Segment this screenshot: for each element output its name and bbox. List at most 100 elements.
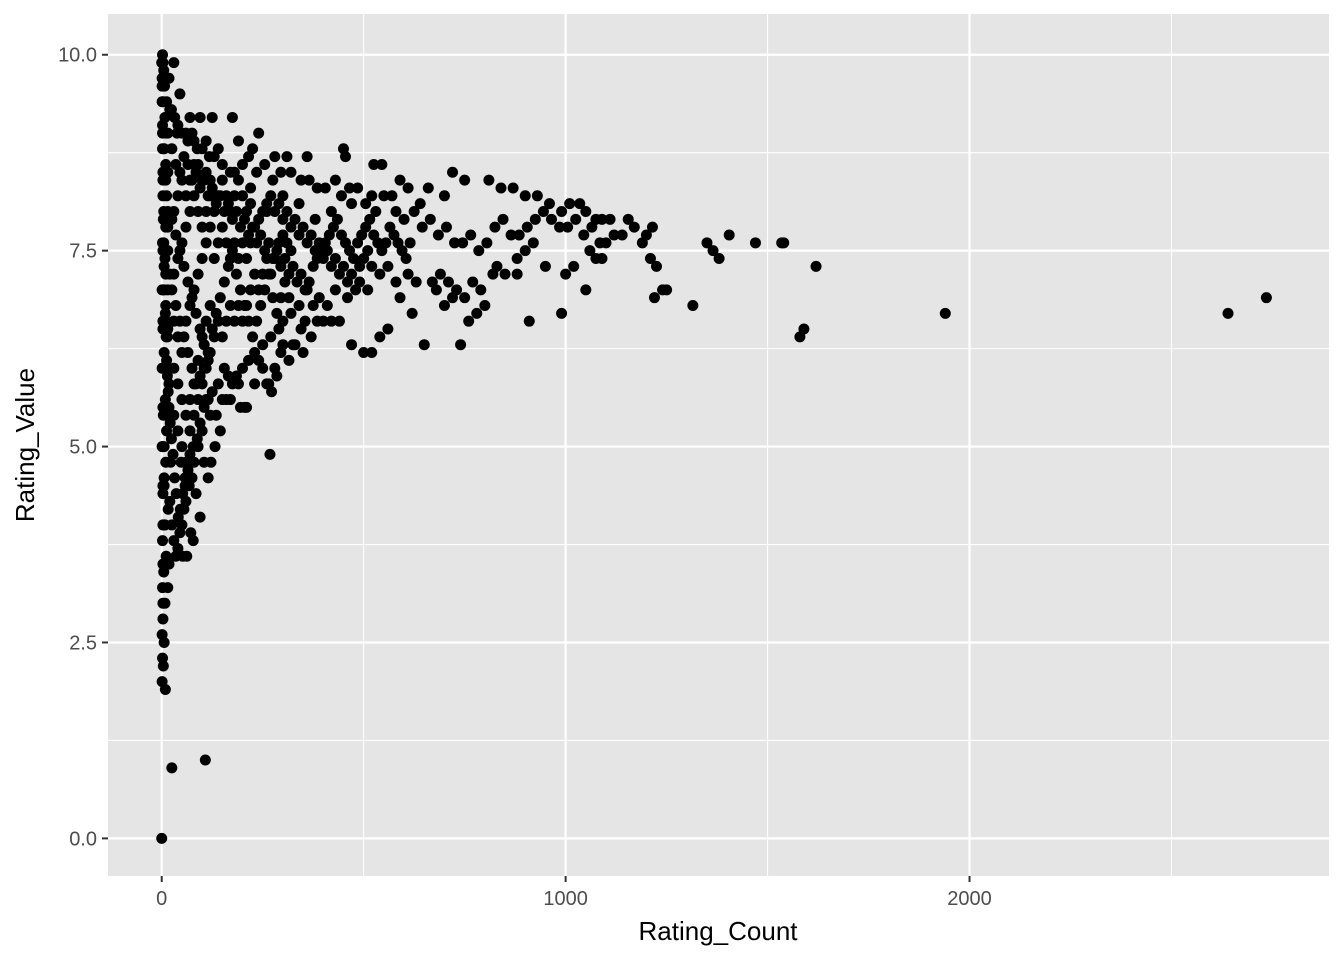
data-point bbox=[319, 182, 331, 194]
data-point bbox=[236, 158, 248, 170]
data-point bbox=[212, 237, 224, 249]
data-point bbox=[293, 198, 305, 210]
data-point bbox=[519, 190, 531, 202]
data-point bbox=[554, 221, 566, 233]
data-point bbox=[390, 276, 402, 288]
data-point bbox=[163, 72, 175, 84]
data-point bbox=[176, 127, 188, 139]
data-point bbox=[487, 268, 499, 280]
data-point bbox=[269, 151, 281, 163]
data-point bbox=[205, 456, 217, 468]
data-point bbox=[600, 237, 612, 249]
data-point bbox=[457, 237, 469, 249]
data-point bbox=[186, 362, 198, 374]
data-point bbox=[1260, 292, 1272, 304]
data-point bbox=[168, 57, 180, 69]
data-point bbox=[220, 190, 232, 202]
data-point bbox=[230, 268, 242, 280]
data-point bbox=[157, 613, 169, 625]
data-point bbox=[170, 300, 182, 312]
data-point bbox=[281, 151, 293, 163]
data-point bbox=[376, 158, 388, 170]
data-point bbox=[188, 190, 200, 202]
data-point bbox=[305, 331, 317, 343]
data-point bbox=[527, 237, 539, 249]
data-point bbox=[386, 190, 398, 202]
data-point bbox=[564, 198, 576, 210]
data-point bbox=[157, 401, 169, 413]
data-point bbox=[263, 237, 275, 249]
data-point bbox=[160, 300, 172, 312]
data-point bbox=[265, 331, 277, 343]
data-point bbox=[344, 182, 356, 194]
data-point bbox=[157, 597, 169, 609]
data-point bbox=[182, 276, 194, 288]
data-point bbox=[251, 166, 263, 178]
data-point bbox=[406, 307, 418, 319]
data-point bbox=[346, 339, 358, 351]
data-point bbox=[168, 409, 180, 421]
data-point bbox=[380, 237, 392, 249]
data-point bbox=[203, 151, 215, 163]
data-point bbox=[243, 354, 255, 366]
data-point bbox=[408, 205, 420, 217]
data-point bbox=[194, 417, 206, 429]
data-point bbox=[366, 347, 378, 359]
data-point bbox=[192, 158, 204, 170]
data-point bbox=[289, 213, 301, 225]
data-point bbox=[184, 205, 196, 217]
data-point bbox=[640, 229, 652, 241]
data-point bbox=[216, 331, 228, 343]
data-point bbox=[232, 252, 244, 264]
data-point bbox=[616, 229, 628, 241]
data-point bbox=[467, 276, 479, 288]
data-point bbox=[342, 292, 354, 304]
data-point bbox=[156, 832, 168, 844]
data-point bbox=[159, 307, 171, 319]
data-point bbox=[172, 511, 184, 523]
data-point bbox=[325, 205, 337, 217]
data-point bbox=[228, 190, 240, 202]
data-point bbox=[241, 300, 253, 312]
data-point bbox=[438, 190, 450, 202]
data-point bbox=[204, 347, 216, 359]
data-point bbox=[394, 174, 406, 186]
data-point bbox=[245, 237, 257, 249]
data-point bbox=[255, 300, 267, 312]
y-axis-title: Rating_Value bbox=[10, 368, 40, 522]
data-point bbox=[156, 362, 168, 374]
data-point bbox=[513, 229, 525, 241]
data-point bbox=[184, 300, 196, 312]
data-point bbox=[245, 198, 257, 210]
data-point bbox=[402, 268, 414, 280]
data-point bbox=[208, 205, 220, 217]
data-point bbox=[164, 495, 176, 507]
data-point bbox=[190, 307, 202, 319]
data-point bbox=[810, 260, 822, 272]
data-point bbox=[255, 229, 267, 241]
data-point bbox=[346, 198, 358, 210]
data-point bbox=[224, 252, 236, 264]
data-point bbox=[301, 151, 313, 163]
data-point bbox=[228, 237, 240, 249]
data-point bbox=[416, 221, 428, 233]
data-point bbox=[156, 57, 168, 69]
data-point bbox=[177, 550, 189, 562]
data-point bbox=[644, 252, 656, 264]
data-point bbox=[390, 205, 402, 217]
data-point bbox=[418, 339, 430, 351]
data-point bbox=[271, 307, 283, 319]
data-point bbox=[162, 386, 174, 398]
data-point bbox=[196, 221, 208, 233]
data-point bbox=[249, 378, 261, 390]
data-point bbox=[339, 151, 351, 163]
data-point bbox=[295, 268, 307, 280]
data-point bbox=[299, 315, 311, 327]
data-point bbox=[648, 292, 660, 304]
data-point bbox=[157, 143, 169, 155]
data-point bbox=[259, 158, 271, 170]
data-point bbox=[545, 213, 557, 225]
data-point bbox=[157, 660, 169, 672]
data-point bbox=[608, 229, 620, 241]
data-point bbox=[174, 527, 186, 539]
